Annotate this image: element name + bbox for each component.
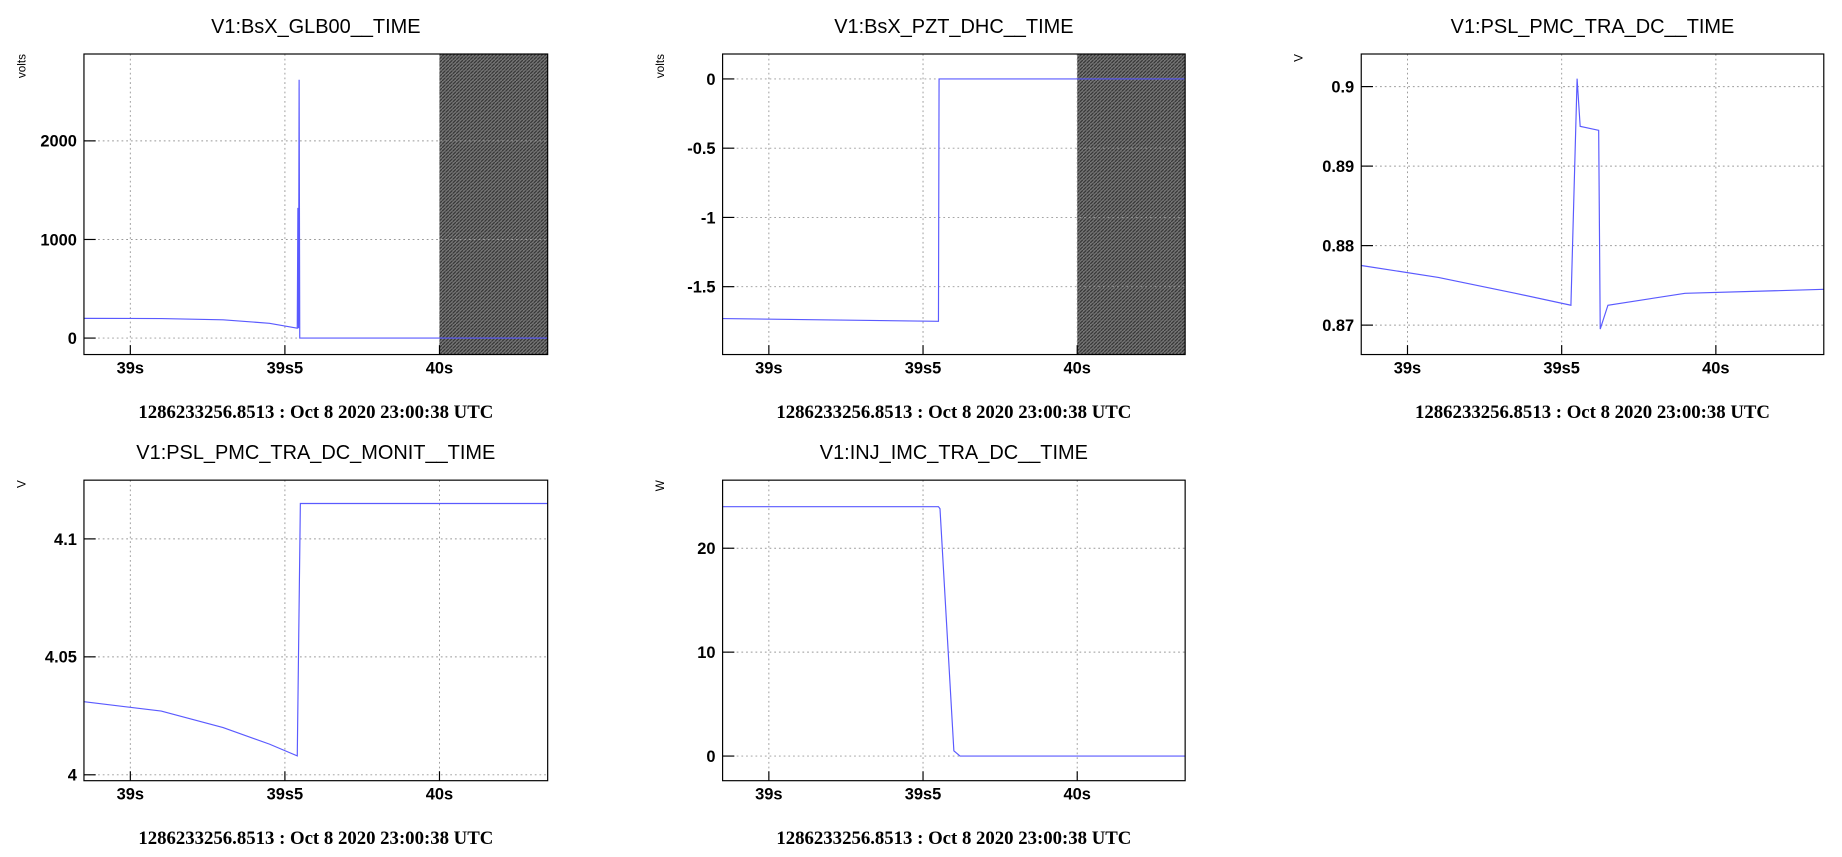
y-tick-label: 20 [697,540,715,558]
y-tick-label: -1.5 [687,279,715,297]
y-axis-label: volts [654,54,667,78]
data-line [83,79,548,339]
shaded-region [1077,54,1186,355]
x-tick-label: 40s [1702,359,1729,377]
x-tick-label: 39s [755,785,782,803]
footer-timestamp: 1286233256.8513 : Oct 8 2020 23:00:38 UT… [776,828,1131,849]
y-tick-label: 4.05 [45,649,77,667]
y-tick-label: 0.89 [1322,158,1354,176]
chart-panel: V1:INJ_IMC_TRA_DC__TIME 1286233256.8513 :… [654,442,1186,849]
plot-frame [83,479,549,782]
y-axis-label: V [15,480,28,488]
y-tick-label: 0 [706,748,715,766]
y-tick-label: 0.88 [1322,237,1354,255]
y-tick-label: 0 [706,71,715,89]
footer-timestamp: 1286233256.8513 : Oct 8 2020 23:00:38 UT… [1415,402,1770,423]
x-tick-label: 39s5 [905,785,942,803]
x-tick-label: 39s [755,359,782,377]
x-tick-label: 39s5 [1543,359,1580,377]
chart-panel: V1:BsX_PZT_DHC__TIME 1286233256.8513 : Oc… [654,16,1186,423]
data-line [83,502,548,757]
chart-panel: V1:PSL_PMC_TRA_DC_MONIT__TIME 1286233256.… [15,442,549,849]
y-tick-label: 0.9 [1331,78,1354,96]
chart-title: V1:PSL_PMC_TRA_DC_MONIT__TIME [136,442,495,464]
footer-timestamp: 1286233256.8513 : Oct 8 2020 23:00:38 UT… [138,402,493,423]
x-tick-label: 39s5 [267,359,304,377]
data-line [722,506,1186,757]
y-tick-label: 4 [68,767,78,785]
x-tick-label: 39s [117,785,144,803]
chart-title: V1:INJ_IMC_TRA_DC__TIME [820,442,1088,464]
y-tick-label: 1000 [40,231,77,249]
plot-frame [1360,53,1825,356]
plot-frame [83,53,549,356]
data-line [722,78,1186,322]
chart-panel: V1:PSL_PMC_TRA_DC__TIME 1286233256.8513 :… [1293,16,1825,423]
plot-frame [722,53,1186,356]
chart-title: V1:PSL_PMC_TRA_DC__TIME [1451,16,1735,38]
y-axis-label: volts [15,54,28,78]
y-tick-label: 2000 [40,133,77,151]
x-tick-label: 40s [1064,785,1091,803]
chart-panel: V1:BsX_GLB00__TIME 1286233256.8513 : Oct … [15,16,549,423]
x-tick-label: 39s5 [267,785,304,803]
x-tick-label: 39s5 [905,359,942,377]
y-tick-label: 0.87 [1322,317,1354,335]
plot-frame [722,479,1186,782]
y-tick-label: -0.5 [687,140,715,158]
y-axis-label: W [654,479,667,491]
y-axis-label: V [1293,54,1306,62]
x-tick-label: 40s [1064,359,1091,377]
footer-timestamp: 1286233256.8513 : Oct 8 2020 23:00:38 UT… [776,402,1131,423]
chart-title: V1:BsX_GLB00__TIME [211,16,420,38]
x-tick-label: 40s [426,785,453,803]
y-tick-label: -1 [701,209,716,227]
x-tick-label: 39s [1394,359,1421,377]
x-tick-label: 39s [117,359,144,377]
chart-title: V1:BsX_PZT_DHC__TIME [834,16,1073,38]
y-tick-label: 10 [697,644,715,662]
data-line [1361,78,1824,330]
y-tick-label: 0 [68,330,77,348]
shaded-region [439,54,548,355]
footer-timestamp: 1286233256.8513 : Oct 8 2020 23:00:38 UT… [138,828,493,849]
y-tick-label: 4.1 [54,531,77,549]
x-tick-label: 40s [426,359,453,377]
